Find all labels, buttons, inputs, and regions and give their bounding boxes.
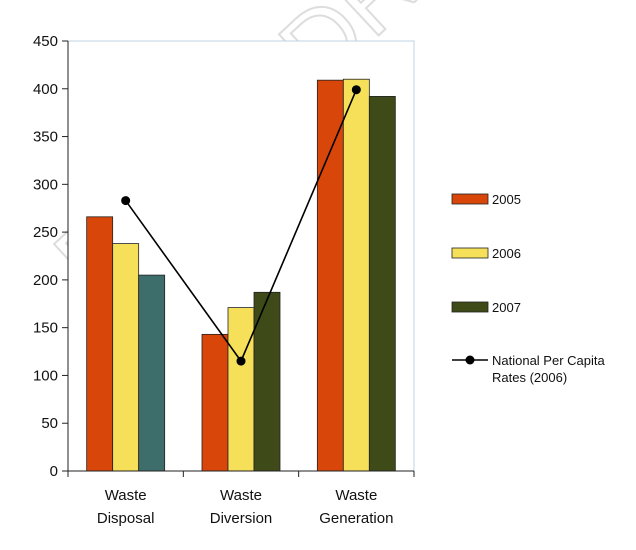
x-category-label: Waste xyxy=(220,487,262,504)
bar-2005-1 xyxy=(201,333,229,472)
bar-2007-1 xyxy=(253,291,281,472)
x-category-label: Disposal xyxy=(97,510,155,527)
y-tick-label: 200 xyxy=(33,272,58,289)
y-tick-label: 0 xyxy=(50,463,58,480)
x-category-label: Generation xyxy=(319,510,393,527)
legend-swatch xyxy=(451,247,489,259)
legend-swatch xyxy=(451,301,489,313)
y-tick-label: 150 xyxy=(33,320,58,337)
y-tick-label: 50 xyxy=(41,415,58,432)
y-tick-label: 250 xyxy=(33,224,58,241)
x-category-label: Waste xyxy=(105,487,147,504)
legend-swatch xyxy=(451,193,489,205)
line-point xyxy=(121,196,131,206)
bar-2006-2 xyxy=(342,78,370,472)
bar-2006-0 xyxy=(112,243,140,472)
x-category-label: Diversion xyxy=(210,510,273,527)
legend-label: Rates (2006) xyxy=(492,370,567,385)
legend-marker xyxy=(465,355,475,365)
bar-2007-0 xyxy=(138,274,166,472)
legend-label: 2006 xyxy=(492,246,521,261)
bar-2007-2 xyxy=(368,96,396,472)
y-tick-label: 400 xyxy=(33,81,58,98)
line-point xyxy=(351,85,361,95)
bar-2005-0 xyxy=(86,216,114,472)
legend-label: 2007 xyxy=(492,300,521,315)
x-category-label: Waste xyxy=(335,487,377,504)
y-tick-label: 100 xyxy=(33,367,58,384)
bar-2006-1 xyxy=(227,307,255,472)
y-tick-label: 450 xyxy=(33,33,58,50)
legend-label: National Per Capita xyxy=(492,353,605,368)
legend-label: 2005 xyxy=(492,192,521,207)
y-tick-label: 300 xyxy=(33,176,58,193)
line-point xyxy=(236,356,246,366)
y-tick-label: 350 xyxy=(33,129,58,146)
bar-2005-2 xyxy=(316,79,344,472)
